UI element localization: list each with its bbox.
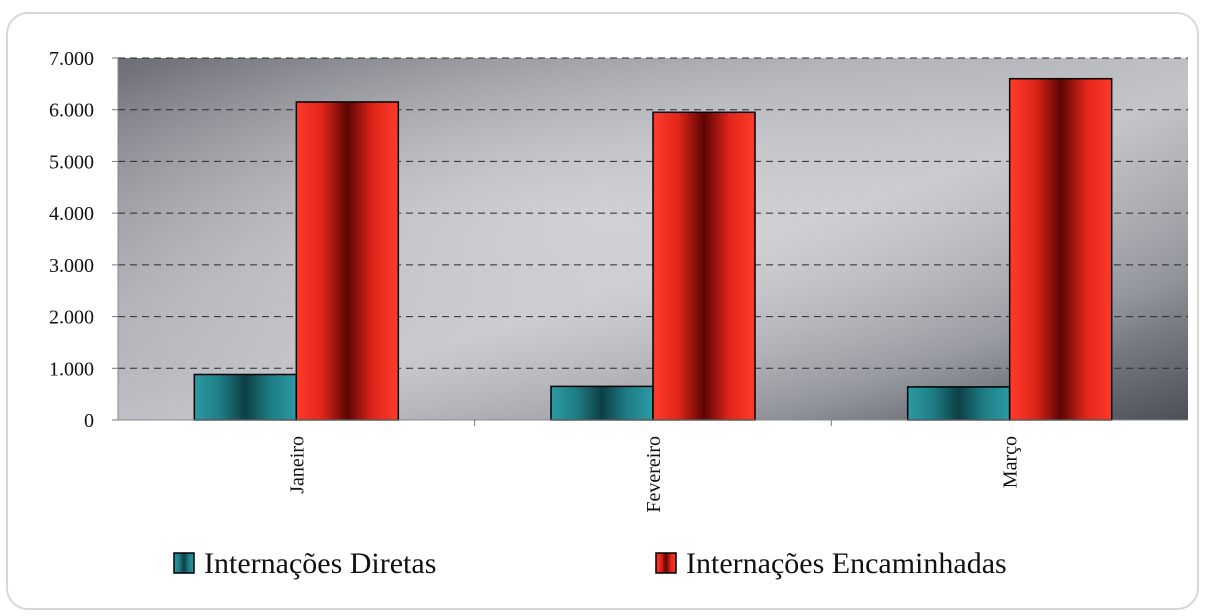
x-category-label: Fevereiro [643,436,665,513]
bar-direct [193,373,298,421]
legend-item-direct: Internações Diretas [173,547,436,580]
y-tick-label: 0 [84,410,94,432]
y-tick-label: 2.000 [49,307,94,329]
legend-swatch-referred [655,552,677,574]
legend-label-direct: Internações Diretas [204,547,436,580]
y-tick-label: 3.000 [49,255,94,277]
legend-label-referred: Internações Encaminhadas [686,547,1007,580]
bar-referred [652,111,756,421]
legend-item-referred: Internações Encaminhadas [655,547,1007,580]
legend-swatch-direct [173,552,195,574]
bars [193,77,1113,421]
y-tick-label: 7.000 [49,48,94,70]
bar-referred [1008,77,1113,421]
bar-direct [550,385,654,421]
x-category-label: Janeiro [286,436,308,494]
y-tick-label: 5.000 [49,151,94,173]
y-tick-label: 1.000 [49,358,94,380]
bar-direct [906,386,1011,421]
y-tick-labels: 0 1.000 2.000 3.000 4.000 5.000 6.000 7.000 [49,48,94,432]
axes [112,57,1188,426]
bar-referred [295,101,400,421]
legend: Internações Diretas Internações Encaminh… [173,547,1007,580]
y-tick-label: 6.000 [49,100,94,122]
x-category-label: Março [1000,436,1022,488]
x-category-labels: Janeiro Fevereiro Março [286,436,1021,513]
y-tick-label: 4.000 [49,203,94,225]
